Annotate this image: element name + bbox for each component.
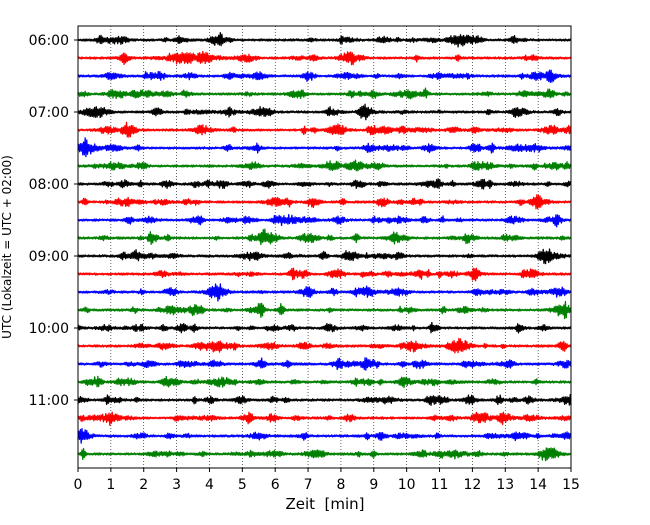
seismogram-trace (77, 300, 572, 320)
seismogram-trace (77, 428, 572, 444)
y-tick-label: 09:00 (29, 249, 69, 265)
x-tick-label: 3 (172, 477, 181, 493)
x-tick-label: 2 (139, 477, 148, 493)
seismogram-trace (77, 194, 572, 210)
plot-frame (77, 25, 572, 469)
x-tick-label: 8 (336, 477, 345, 493)
seismogram-trace (77, 267, 572, 282)
y-tick-label: 07:00 (29, 105, 69, 121)
seismogram-trace (77, 375, 572, 389)
y-axis-label: UTC (Lokalzeit = UTC + 02:00) (0, 155, 14, 339)
x-axis-label: Zeit [min] (285, 495, 364, 513)
seismogram-trace (77, 31, 572, 48)
seismogram-trace (77, 87, 572, 100)
seismogram-trace (77, 321, 572, 334)
x-tick-label: 13 (496, 477, 514, 493)
seismogram-trace (77, 337, 572, 354)
y-tick-label: 10:00 (29, 321, 69, 337)
seismogram-trace (77, 178, 572, 190)
x-tick-label: 11 (431, 477, 449, 493)
seismogram-trace (77, 357, 572, 371)
seismogram-trace (77, 69, 572, 83)
seismogram-trace (77, 248, 572, 265)
x-tick-label: 10 (398, 477, 416, 493)
y-tick-label: 11:00 (29, 393, 69, 409)
seismogram-trace (77, 447, 572, 462)
seismogram-trace (77, 394, 572, 406)
x-tick-label: 0 (74, 477, 83, 493)
y-tick-label: 06:00 (29, 33, 69, 49)
x-tick-label: 9 (369, 477, 378, 493)
seismogram-trace (77, 103, 572, 121)
trace-layer (77, 31, 572, 462)
x-tick-label: 7 (304, 477, 313, 493)
seismogram-trace (77, 159, 572, 172)
y-tick-label: 08:00 (29, 177, 69, 193)
seismogram-trace (77, 50, 572, 66)
seismogram-trace (77, 228, 572, 246)
seismogram-trace (77, 411, 572, 426)
seismogram-trace (77, 121, 572, 138)
x-tick-label: 12 (463, 477, 481, 493)
x-tick-label: 6 (271, 477, 280, 493)
x-tick-label: 14 (529, 477, 547, 493)
seismogram-trace (77, 214, 572, 228)
seismogram-trace (77, 283, 572, 302)
x-tick-label: 5 (238, 477, 247, 493)
x-tick-label: 15 (562, 477, 580, 493)
x-axis: 0 1 2 3 4 5 6 7 8 9 10 11 12 13 14 15 (74, 468, 580, 493)
y-axis: 06:00 07:00 08:00 09:00 10:00 11:00 (29, 33, 78, 409)
seismogram-trace (77, 137, 572, 158)
x-tick-label: 4 (205, 477, 214, 493)
x-tick-label: 1 (106, 477, 115, 493)
